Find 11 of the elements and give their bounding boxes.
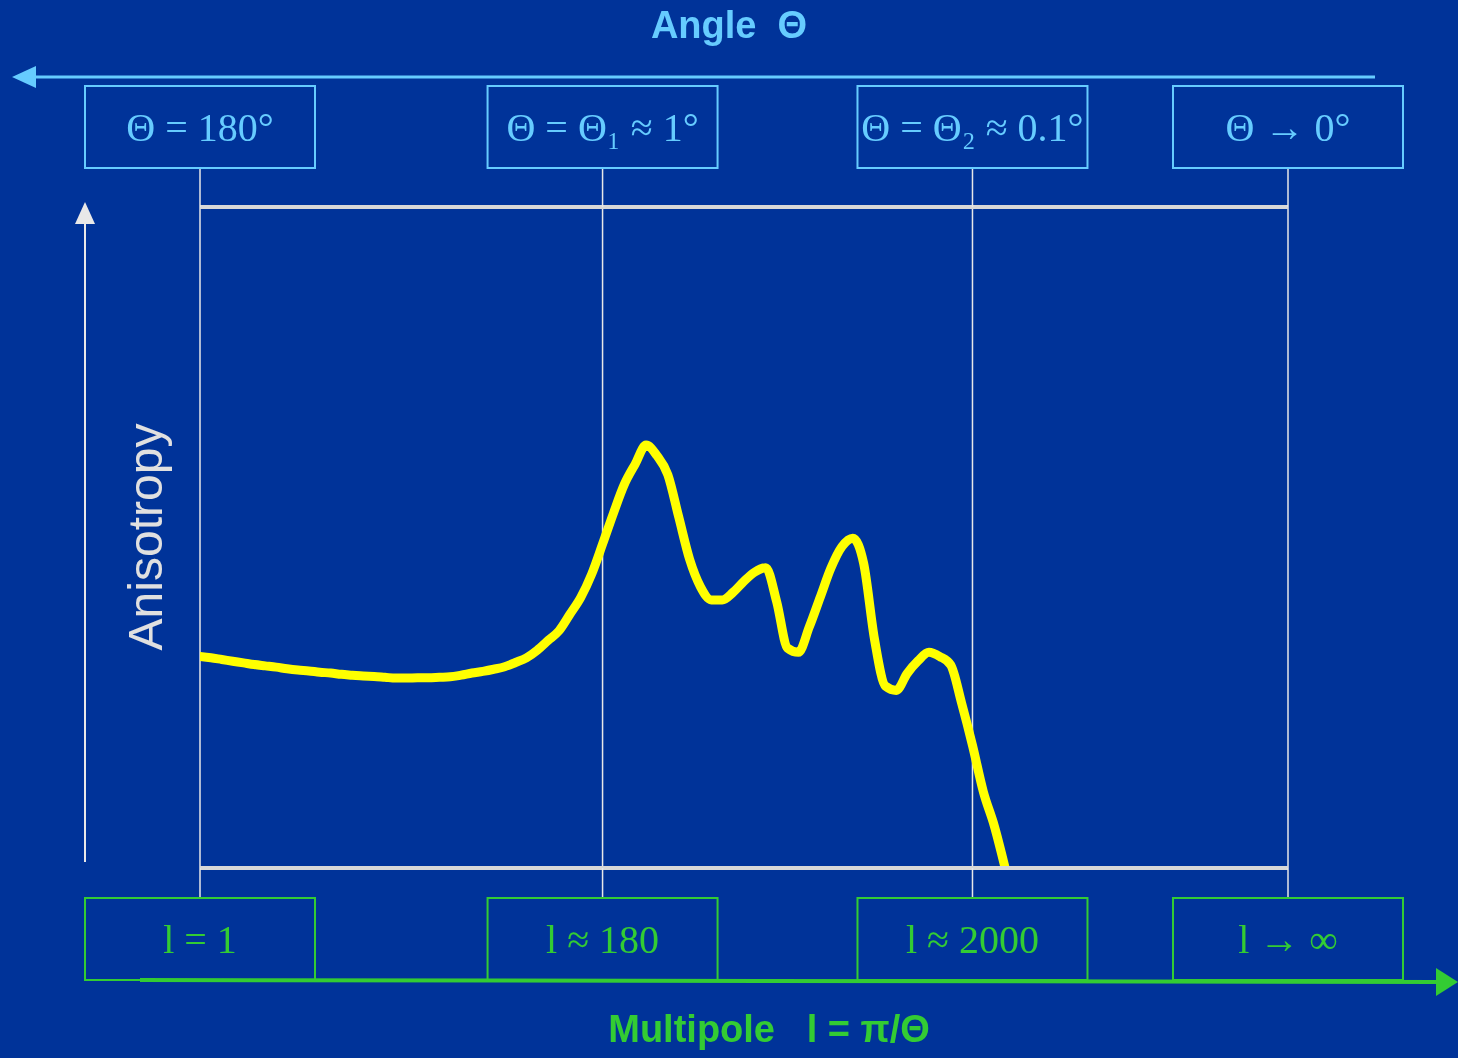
text: Θ → 0° <box>1225 105 1351 150</box>
text: Θ = Θ₁ ≈ 1° <box>506 105 699 150</box>
x-tick-label: l ≈ 2000 <box>905 917 1040 962</box>
x-axis-title: Multipole l = π/Θ <box>607 1008 931 1051</box>
x-tick-label: l = 1 <box>163 917 237 962</box>
y-axis-title: Anisotropy <box>117 423 173 651</box>
x2-axis-title: Angle Θ <box>649 4 809 47</box>
text: Θ = Θ₂ ≈ 0.1° <box>861 105 1084 150</box>
x-tick-label: l ≈ 180 <box>546 917 660 962</box>
text: Θ = 180° <box>126 105 274 150</box>
x-tick-label: l → ∞ <box>1238 917 1338 962</box>
